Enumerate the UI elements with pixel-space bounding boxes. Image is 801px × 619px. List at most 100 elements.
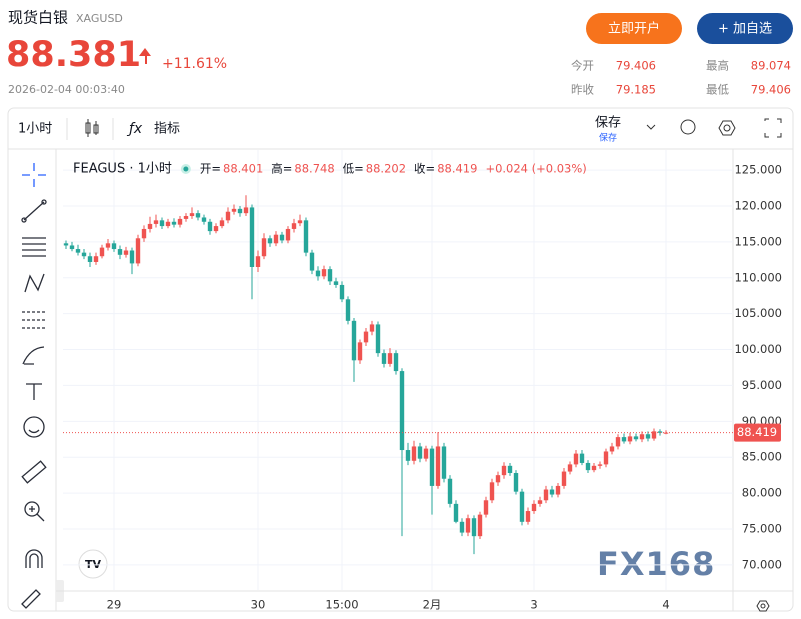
candle-body bbox=[633, 436, 639, 440]
y-tick-label: 120.000 bbox=[734, 198, 782, 212]
projection-tool[interactable] bbox=[22, 311, 46, 329]
candle-body bbox=[363, 331, 369, 343]
y-tick-label: 125.000 bbox=[734, 163, 782, 177]
candle-body bbox=[507, 465, 513, 474]
candle-body bbox=[303, 220, 309, 253]
tv-logo: TV bbox=[78, 549, 108, 579]
price-change: +11.61% bbox=[162, 56, 227, 72]
candle-body bbox=[249, 207, 255, 267]
candle-body bbox=[477, 514, 483, 537]
legend-label: 高= bbox=[271, 162, 292, 176]
candle-body bbox=[657, 431, 663, 433]
candle-body bbox=[135, 238, 141, 264]
save-menu-arrow[interactable] bbox=[646, 124, 656, 130]
watchlist-button[interactable] bbox=[697, 13, 793, 44]
legend-label: 低= bbox=[343, 162, 364, 176]
fib-tool[interactable] bbox=[22, 237, 46, 257]
x-tick-label: 30 bbox=[251, 598, 266, 612]
candle-body bbox=[471, 518, 477, 537]
stat-value: 89.074 bbox=[751, 59, 791, 73]
ruler-tool[interactable] bbox=[21, 460, 47, 484]
timestamp: 2026-02-04 00:03:40 bbox=[8, 83, 125, 96]
series-name: FEAGUS · 1小时 bbox=[73, 162, 172, 177]
fx-icon[interactable]: ƒx bbox=[126, 121, 143, 137]
y-tick-label: 70.000 bbox=[742, 557, 782, 571]
pattern-tool[interactable] bbox=[24, 273, 45, 293]
candle-body bbox=[147, 223, 153, 229]
candle-body bbox=[105, 243, 111, 248]
legend-change: +0.024 (+0.03%) bbox=[485, 162, 586, 176]
candle-body bbox=[99, 247, 105, 257]
candle-body bbox=[219, 220, 225, 227]
candle-body bbox=[597, 464, 603, 466]
candle-body bbox=[357, 342, 363, 361]
zoom-tool[interactable] bbox=[24, 501, 40, 517]
candle-body bbox=[177, 218, 183, 225]
watchlist-label[interactable]: + 加自选 bbox=[718, 22, 772, 37]
indicators-button[interactable]: 指标 bbox=[154, 122, 180, 137]
candle-body bbox=[435, 446, 441, 486]
candle-body bbox=[297, 220, 303, 224]
stat-label: 最低 bbox=[706, 83, 729, 97]
candle-body bbox=[585, 462, 591, 471]
stat-label: 今开 bbox=[571, 59, 594, 73]
candle-body bbox=[417, 446, 423, 459]
instrument-title: 现货白银 bbox=[8, 9, 68, 27]
text-tool[interactable] bbox=[26, 383, 42, 400]
candle-body bbox=[309, 252, 315, 271]
snapshot-icon[interactable] bbox=[680, 119, 696, 135]
y-tick-label: 110.000 bbox=[734, 270, 782, 284]
candle-body bbox=[501, 465, 507, 476]
candle-body bbox=[81, 252, 87, 257]
candle-body bbox=[405, 450, 411, 461]
candle-body bbox=[489, 482, 495, 501]
emoji-tool[interactable] bbox=[23, 416, 45, 438]
crosshair-tool[interactable] bbox=[22, 163, 46, 187]
candle-body bbox=[381, 353, 387, 364]
x-tick-label: 3 bbox=[530, 598, 537, 612]
candle-body bbox=[579, 453, 585, 463]
candle-body bbox=[447, 478, 453, 504]
candle-body bbox=[639, 434, 645, 440]
candle-body bbox=[279, 234, 285, 241]
x-tick-label: 4 bbox=[662, 598, 669, 612]
legend-value: 88.748 bbox=[294, 162, 334, 176]
candle-body bbox=[555, 485, 561, 495]
fullscreen-icon[interactable] bbox=[764, 118, 782, 138]
candle-body bbox=[495, 475, 501, 483]
candle-body bbox=[543, 489, 549, 501]
settings-icon[interactable] bbox=[718, 120, 736, 136]
stat-label: 最高 bbox=[706, 59, 729, 73]
y-tick-label: 100.000 bbox=[734, 342, 782, 356]
x-tick-label: 29 bbox=[107, 598, 122, 612]
lock-tool[interactable] bbox=[21, 589, 41, 609]
stat-value: 79.406 bbox=[751, 83, 791, 97]
candle-body bbox=[333, 281, 339, 285]
axis-settings-icon[interactable] bbox=[756, 600, 770, 612]
candle-body bbox=[153, 220, 159, 224]
candle-body bbox=[621, 437, 627, 442]
candle-body bbox=[465, 518, 471, 533]
candle-body bbox=[267, 238, 273, 244]
brush-tool[interactable] bbox=[22, 346, 45, 365]
save-button[interactable]: 保存 bbox=[595, 116, 621, 131]
legend-value: 88.202 bbox=[366, 162, 406, 176]
candle-body bbox=[411, 446, 417, 461]
candle-body bbox=[237, 208, 243, 214]
open-account-label[interactable]: 立即开户 bbox=[608, 21, 660, 37]
candle-body bbox=[567, 464, 573, 472]
last-price-label: 88.419 bbox=[737, 425, 777, 439]
candle-body bbox=[525, 511, 531, 522]
candle-type-icon[interactable] bbox=[85, 119, 99, 137]
candle-body bbox=[573, 453, 579, 465]
trendline-tool[interactable] bbox=[23, 201, 45, 221]
candle-body bbox=[591, 465, 597, 471]
magnet-tool[interactable] bbox=[25, 549, 43, 568]
candle-body bbox=[315, 270, 321, 277]
chart-frame bbox=[7, 107, 794, 612]
open-account-button[interactable] bbox=[586, 13, 682, 44]
interval-select[interactable]: 1小时 bbox=[18, 122, 52, 137]
candle-body bbox=[423, 448, 429, 459]
